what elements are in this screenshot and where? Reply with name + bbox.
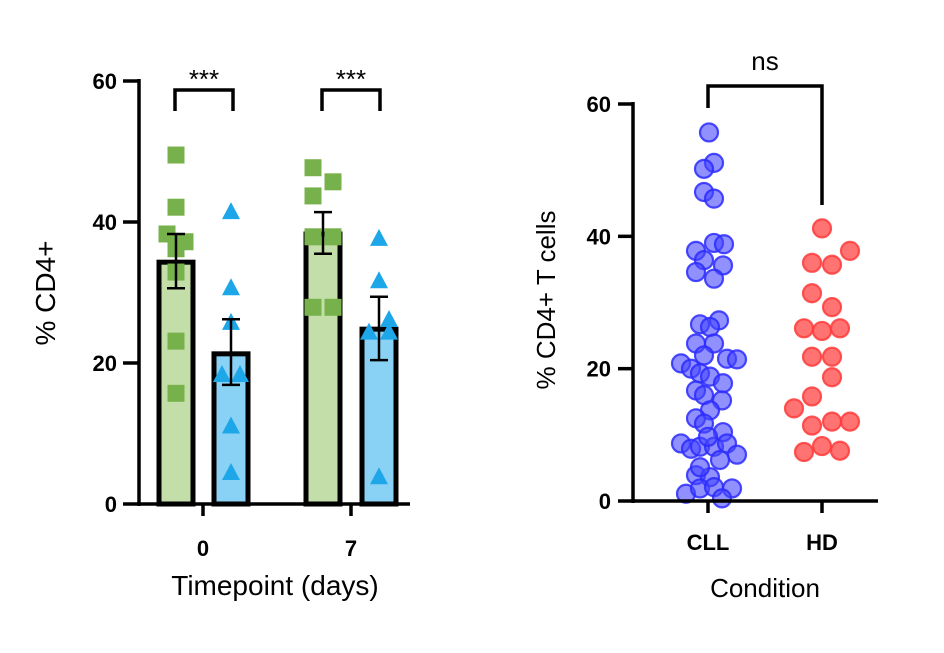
data-point-circle [793, 318, 815, 339]
data-point-circle [811, 320, 833, 342]
data-point-circle [801, 346, 823, 367]
data-point-circle [821, 367, 843, 388]
data-point-circle [839, 411, 861, 432]
data-point-circle [709, 449, 731, 471]
data-point-circle [726, 444, 748, 465]
data-point-circle [801, 283, 823, 304]
data-point-circle [685, 261, 707, 283]
data-point-triangle [370, 467, 388, 485]
data-point-square [167, 384, 185, 402]
data-point-circle [703, 268, 725, 289]
significance-label: ns [751, 46, 778, 76]
scatter-chart-condition: % CD4+ T cells Condition CLL HD ns 0 20 40… [531, 46, 878, 603]
data-point-circle [698, 122, 720, 143]
y-tick-label: 0 [599, 489, 611, 514]
data-point-triangle [213, 364, 231, 382]
data-point-circle [711, 488, 733, 509]
data-point-circle [821, 297, 843, 318]
data-point-square [304, 159, 322, 177]
data-point-triangle [370, 271, 388, 289]
data-point-square [167, 198, 185, 216]
data-point-triangle [360, 322, 378, 340]
y-tick-label: 40 [93, 210, 117, 235]
data-point-triangle [380, 322, 398, 340]
data-point-square [167, 146, 185, 164]
data-point-circle [713, 234, 735, 255]
y-tick-label: 20 [93, 351, 117, 376]
data-point-circle [793, 441, 815, 463]
data-point-triangle [370, 228, 388, 246]
y-tick-label: 40 [587, 224, 611, 249]
bar [303, 231, 343, 507]
data-point-circle [703, 188, 725, 209]
data-point-circle [783, 398, 805, 419]
x-tick-label: 7 [345, 536, 357, 561]
y-tick-label: 60 [93, 69, 117, 94]
data-point-triangle [222, 462, 240, 480]
data-point-circle [821, 346, 843, 367]
data-point-square [324, 228, 342, 246]
data-point-circle [689, 457, 711, 478]
y-axis-label: % CD4+ [30, 240, 61, 345]
data-point-square [304, 228, 322, 246]
significance-bracket [320, 88, 382, 111]
x-axis-label: Condition [710, 573, 820, 603]
data-point-circle [829, 318, 851, 339]
bar-chart-timepoint: % CD4+ Timepoint (days) 0 7 *** *** 0204… [30, 64, 410, 601]
data-point-circle [726, 349, 748, 370]
data-point-square [324, 173, 342, 191]
data-point-circle [801, 252, 823, 273]
data-point-square [304, 187, 322, 205]
data-point-circle [693, 158, 715, 179]
data-point-triangle [222, 278, 240, 296]
bar [156, 259, 196, 507]
data-point-circle [811, 218, 833, 239]
x-tick-label: CLL [687, 530, 730, 555]
data-point-circle [801, 415, 823, 436]
data-point-square [304, 298, 322, 316]
data-point-circle [821, 411, 843, 432]
data-point-circle [712, 373, 734, 394]
data-point-square [324, 298, 342, 316]
y-tick-label: 0 [105, 492, 117, 517]
data-point-circle [699, 316, 721, 338]
x-tick-label: 0 [197, 536, 209, 561]
x-tick-label: HD [806, 530, 838, 555]
significance-bracket [706, 84, 824, 205]
y-axis-label: % CD4+ T cells [531, 211, 561, 390]
significance-bracket [173, 88, 235, 111]
y-tick-label: 20 [587, 357, 611, 382]
data-point-circle [829, 440, 851, 461]
data-point-circle [839, 240, 861, 261]
data-point-triangle [222, 416, 240, 434]
data-point-triangle [380, 309, 398, 327]
data-point-circle [697, 426, 719, 447]
data-point-triangle [231, 364, 249, 382]
data-point-triangle [222, 202, 240, 220]
x-axis-label: Timepoint (days) [171, 570, 378, 601]
data-point-circle [801, 386, 823, 407]
data-point-circle [821, 254, 843, 275]
y-tick-label: 60 [587, 92, 611, 117]
data-point-circle [811, 435, 833, 457]
data-point-square [167, 332, 185, 350]
